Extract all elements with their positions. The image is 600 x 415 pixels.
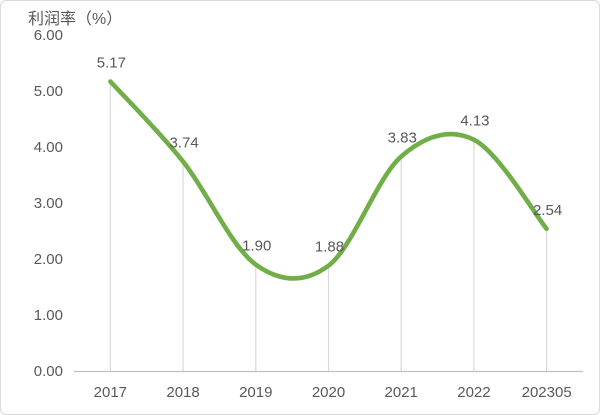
- y-tick-label: 6.00: [34, 27, 63, 44]
- x-tick-label: 2021: [385, 384, 418, 401]
- data-label: 5.17: [97, 54, 126, 71]
- x-tick-label: 2019: [239, 384, 272, 401]
- data-label: 4.13: [460, 113, 489, 130]
- data-label: 2.54: [533, 202, 562, 219]
- data-label: 1.90: [242, 238, 271, 255]
- x-tick-label: 2022: [457, 384, 490, 401]
- x-tick-label: 2018: [166, 384, 199, 401]
- data-label: 3.74: [169, 135, 198, 152]
- y-tick-label: 1.00: [34, 307, 63, 324]
- y-tick-label: 4.00: [34, 139, 63, 156]
- series-line-profit-margin: [108, 79, 549, 281]
- x-tick-label: 2017: [94, 384, 127, 401]
- data-label: 1.88: [315, 239, 344, 256]
- data-label: 3.83: [388, 130, 417, 147]
- chart-title: 利润率（%）: [28, 10, 122, 28]
- y-tick-label: 5.00: [34, 83, 63, 100]
- plot-area: 6.00 5.00 4.00 3.00 2.00 1.00 0.00 2017 2018 2019…: [34, 27, 583, 401]
- y-tick-label: 0.00: [34, 363, 63, 380]
- y-tick-label: 3.00: [34, 195, 63, 212]
- x-tick-label: 2020: [312, 384, 345, 401]
- x-tick-label: 202305: [522, 384, 572, 401]
- y-tick-label: 2.00: [34, 251, 63, 268]
